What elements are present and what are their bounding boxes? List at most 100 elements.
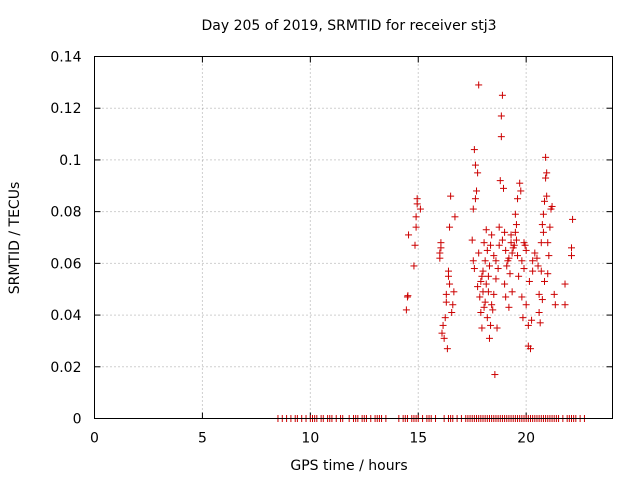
data-point bbox=[550, 290, 558, 298]
data-point bbox=[478, 324, 486, 332]
data-point bbox=[516, 179, 524, 187]
data-point bbox=[444, 267, 452, 275]
data-point bbox=[446, 280, 454, 288]
data-point bbox=[477, 308, 485, 316]
data-point bbox=[449, 301, 457, 309]
y-tick-labels: 0 0.02 0.04 0.06 0.08 0.1 0.12 0.14 bbox=[50, 50, 81, 428]
data-point bbox=[440, 334, 448, 342]
data-point bbox=[514, 195, 522, 203]
data-point bbox=[479, 267, 487, 275]
data-point bbox=[443, 345, 451, 353]
data-point bbox=[491, 371, 499, 379]
data-point bbox=[488, 231, 496, 239]
data-point bbox=[495, 241, 503, 249]
data-point bbox=[488, 301, 496, 309]
data-point bbox=[508, 288, 516, 296]
data-point bbox=[510, 241, 518, 249]
data-point bbox=[501, 228, 509, 236]
data-point bbox=[541, 197, 549, 205]
data-point bbox=[470, 265, 478, 273]
x-tick-label: 5 bbox=[198, 431, 207, 447]
data-point bbox=[441, 314, 449, 322]
y-tick-label: 0.14 bbox=[50, 50, 81, 66]
data-point bbox=[544, 270, 552, 278]
data-point bbox=[538, 296, 546, 304]
data-point bbox=[412, 223, 420, 231]
data-point bbox=[542, 153, 550, 161]
data-point bbox=[522, 246, 530, 254]
data-point bbox=[474, 283, 482, 291]
data-point bbox=[473, 187, 481, 195]
data-point bbox=[567, 244, 575, 252]
data-point bbox=[518, 293, 526, 301]
data-point bbox=[536, 319, 544, 327]
x-tick-label: 15 bbox=[409, 431, 427, 447]
data-point bbox=[500, 184, 508, 192]
data-point bbox=[451, 213, 459, 221]
data-point bbox=[535, 290, 543, 298]
data-point bbox=[535, 308, 543, 316]
data-point bbox=[484, 272, 492, 280]
data-point bbox=[477, 277, 485, 285]
data-point bbox=[496, 177, 504, 185]
data-point bbox=[533, 254, 541, 262]
data-point bbox=[413, 195, 421, 203]
x-axis-label: GPS time / hours bbox=[290, 458, 407, 474]
data-point bbox=[561, 301, 569, 309]
data-point bbox=[529, 257, 537, 265]
data-point bbox=[450, 288, 458, 296]
data-point bbox=[505, 254, 513, 262]
data-point bbox=[515, 272, 523, 280]
data-point bbox=[537, 267, 545, 275]
data-point bbox=[512, 236, 520, 244]
y-tick-label: 0.06 bbox=[50, 256, 81, 272]
data-point bbox=[511, 210, 519, 218]
data-point bbox=[471, 161, 479, 169]
chart-title: Day 205 of 2019, SRMTID for receiver stj… bbox=[202, 18, 497, 34]
data-point bbox=[517, 187, 525, 195]
data-point bbox=[480, 303, 488, 311]
x-tick-label: 0 bbox=[90, 431, 99, 447]
data-point bbox=[503, 262, 511, 270]
data-point bbox=[469, 257, 477, 265]
data-point bbox=[512, 221, 520, 229]
data-point bbox=[543, 169, 551, 177]
data-point bbox=[470, 146, 478, 154]
data-point bbox=[546, 223, 554, 231]
data-point bbox=[537, 239, 545, 247]
data-point bbox=[534, 262, 542, 270]
data-point bbox=[480, 239, 488, 247]
data-point bbox=[498, 236, 506, 244]
data-point bbox=[508, 249, 516, 257]
data-point bbox=[447, 192, 455, 200]
x-tick-label: 20 bbox=[517, 431, 535, 447]
data-point bbox=[497, 112, 505, 120]
y-tick-label: 0.02 bbox=[50, 360, 81, 376]
data-point bbox=[474, 169, 482, 177]
data-point bbox=[507, 231, 515, 239]
data-point bbox=[495, 223, 503, 231]
data-point bbox=[548, 202, 556, 210]
data-point bbox=[490, 252, 498, 260]
data-point bbox=[502, 293, 510, 301]
data-points bbox=[274, 81, 588, 422]
data-point bbox=[436, 249, 444, 257]
y-axis-label: SRMTID / TECUs bbox=[7, 182, 23, 295]
data-point bbox=[528, 316, 536, 324]
data-point bbox=[475, 81, 483, 89]
data-point bbox=[519, 314, 527, 322]
data-point bbox=[501, 280, 509, 288]
data-point bbox=[487, 241, 495, 249]
data-point bbox=[543, 192, 551, 200]
data-point bbox=[489, 306, 497, 314]
data-point bbox=[442, 298, 450, 306]
axis-ticks bbox=[94, 56, 613, 419]
data-point bbox=[498, 91, 506, 99]
y-tick-label: 0.1 bbox=[59, 153, 81, 169]
data-point bbox=[475, 249, 483, 257]
data-point bbox=[561, 280, 569, 288]
data-point bbox=[551, 301, 559, 309]
data-point bbox=[505, 303, 513, 311]
data-point bbox=[482, 280, 490, 288]
